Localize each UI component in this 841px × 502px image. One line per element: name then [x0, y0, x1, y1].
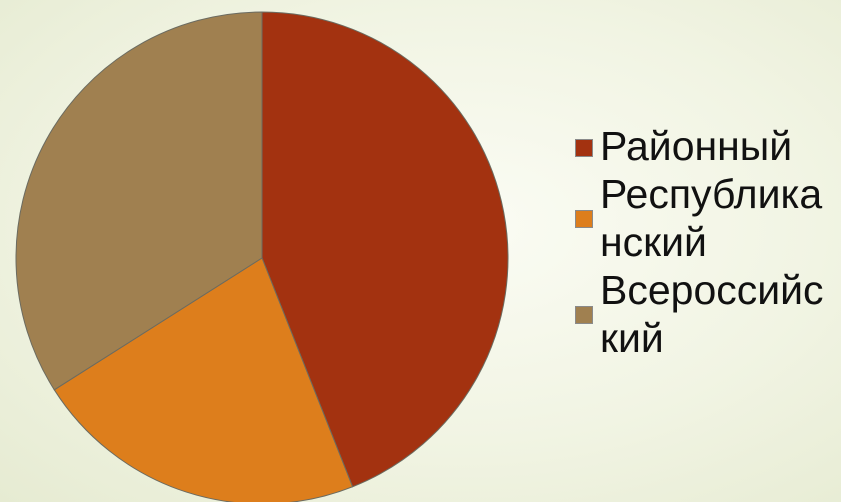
pie-slice-vserossiysky [15, 11, 263, 391]
legend-swatch-raionny [575, 139, 593, 157]
legend-swatch-vserossiysky [575, 306, 593, 324]
legend-label-raionny: Районный [600, 123, 793, 169]
legend: Районный Республиканский Всероссийский [575, 122, 837, 362]
pie-slice-raionny [261, 11, 509, 488]
legend-item-vserossiysky: Всероссийский [575, 266, 837, 362]
legend-item-raionny: Районный [575, 122, 837, 170]
legend-swatch-respublikansky [575, 210, 593, 228]
legend-label-vserossiysky: Всероссийский [600, 267, 824, 361]
pie-slices [15, 11, 509, 502]
pie-slice-respublikansky [53, 257, 354, 502]
legend-item-respublikansky: Республиканский [575, 170, 837, 266]
legend-label-respublikansky: Республиканский [600, 171, 823, 265]
